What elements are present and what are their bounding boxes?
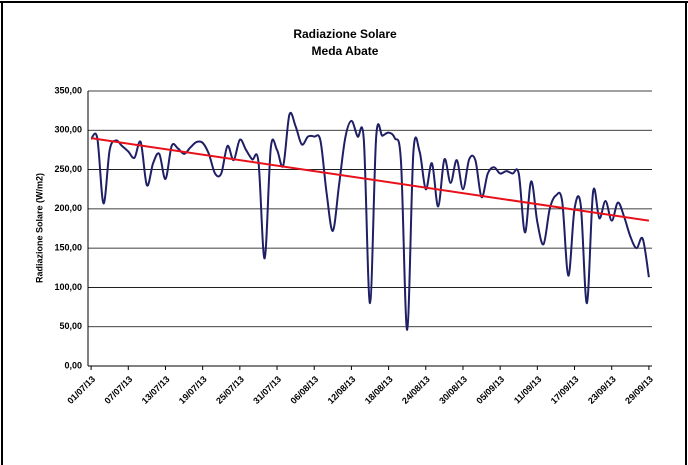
y-tick-label: 200,00 [54, 203, 82, 213]
y-axis-title: Radiazione Solare (W/m2) [34, 173, 44, 283]
x-tick-label: 23/09/13 [586, 374, 618, 406]
x-tick-label: 25/07/13 [214, 374, 246, 406]
x-tick-label: 01/07/13 [65, 374, 97, 406]
x-tick-label: 19/07/13 [177, 374, 209, 406]
data-line [90, 111, 650, 331]
x-tick-label: 11/09/13 [512, 374, 543, 405]
x-tick-label: 13/07/13 [140, 374, 172, 406]
y-tick-label: 300,00 [54, 125, 82, 135]
x-tick-label: 17/09/13 [549, 374, 581, 406]
x-tick-label: 29/09/13 [623, 374, 655, 406]
x-tick-label: 31/07/13 [251, 374, 283, 406]
trend-line [90, 137, 650, 222]
y-tick-label: 50,00 [59, 321, 82, 331]
y-tick-label: 250,00 [54, 164, 82, 174]
x-tick-label: 06/08/13 [288, 374, 320, 406]
y-tick-label: 150,00 [54, 243, 82, 253]
x-tick-label: 18/08/13 [363, 374, 395, 406]
chart-title: Radiazione Solare [293, 27, 397, 41]
x-tick-label: 05/09/13 [474, 374, 506, 406]
x-tick-label: 24/08/13 [400, 374, 432, 406]
y-tick-label: 0,00 [64, 360, 82, 370]
chart-subtitle: Meda Abate [312, 44, 379, 58]
x-tick-label: 12/08/13 [326, 374, 358, 406]
y-tick-label: 350,00 [54, 85, 82, 95]
x-tick-label: 30/08/13 [437, 374, 469, 406]
x-tick-label: 07/07/13 [103, 374, 135, 406]
y-tick-label: 100,00 [54, 282, 82, 292]
